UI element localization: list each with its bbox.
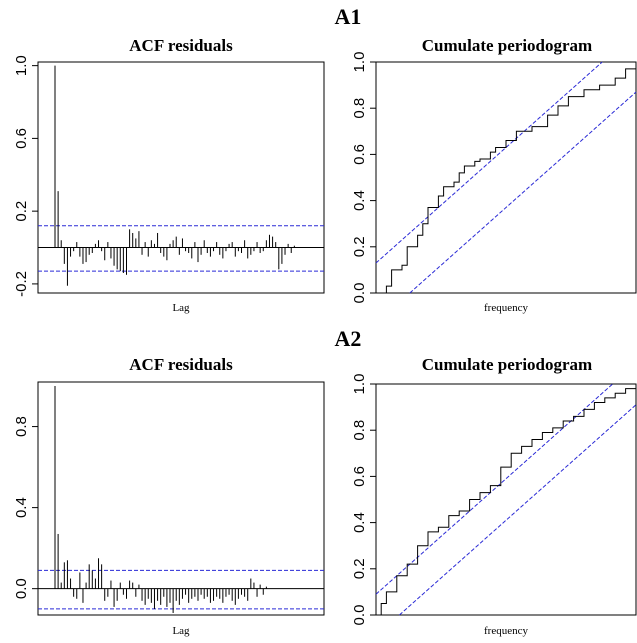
plot-frame <box>375 61 637 294</box>
panel-title: Cumulate periodogram <box>422 36 592 55</box>
section-title-a2: A2 <box>335 326 362 351</box>
periodogram-line <box>376 62 637 294</box>
panel-acf-a2: ACF residuals 0.0 0.4 0.8 Lag <box>13 355 325 637</box>
y-tick-label: 0.2 <box>351 558 368 579</box>
y-tick-label: 0.2 <box>13 201 30 222</box>
panel-cpgram-a2: Cumulate periodogram 0.00.20.40.60.81.0 … <box>351 355 637 637</box>
y-tick-label: 0.4 <box>13 497 30 518</box>
y-tick-label: 0.4 <box>351 190 368 211</box>
confidence-bound <box>375 61 603 264</box>
confidence-bound <box>409 91 637 294</box>
x-axis-label: Lag <box>172 302 190 314</box>
y-tick-label: 0.6 <box>351 144 368 165</box>
section-title-a1: A1 <box>335 4 362 29</box>
y-tick-label: 1.0 <box>13 55 30 76</box>
y-tick-label: 0.8 <box>351 420 368 441</box>
y-tick-label: 0.0 <box>13 578 30 599</box>
y-tick-label: 1.0 <box>351 52 368 73</box>
periodogram-line <box>376 384 637 616</box>
y-tick-label: 0.0 <box>351 283 368 304</box>
confidence-bound <box>399 404 637 616</box>
y-tick-label: 0.6 <box>351 466 368 487</box>
plot-frame <box>37 381 325 616</box>
y-tick-label: 0.6 <box>13 128 30 149</box>
y-tick-label: -0.2 <box>13 271 30 297</box>
y-tick-label: 0.2 <box>351 236 368 257</box>
panel-title: Cumulate periodogram <box>422 355 592 374</box>
x-axis-label: frequency <box>484 302 528 314</box>
y-tick-label: 1.0 <box>351 374 368 395</box>
plot-frame <box>375 383 637 616</box>
confidence-bound <box>375 383 613 595</box>
y-tick-label: 0.8 <box>13 416 30 437</box>
panel-title: ACF residuals <box>129 355 233 374</box>
panel-acf-a1: ACF residuals -0.2 0.2 0.6 1.0 Lag <box>13 36 325 314</box>
y-tick-label: 0.8 <box>351 98 368 119</box>
x-axis-label: Lag <box>172 625 190 637</box>
panel-cpgram-a1: Cumulate periodogram 0.00.20.40.60.81.0 … <box>351 36 637 314</box>
y-tick-label: 0.0 <box>351 605 368 626</box>
plot-frame <box>37 61 325 294</box>
x-axis-label: frequency <box>484 625 528 637</box>
y-tick-label: 0.4 <box>351 512 368 533</box>
panel-title: ACF residuals <box>129 36 233 55</box>
